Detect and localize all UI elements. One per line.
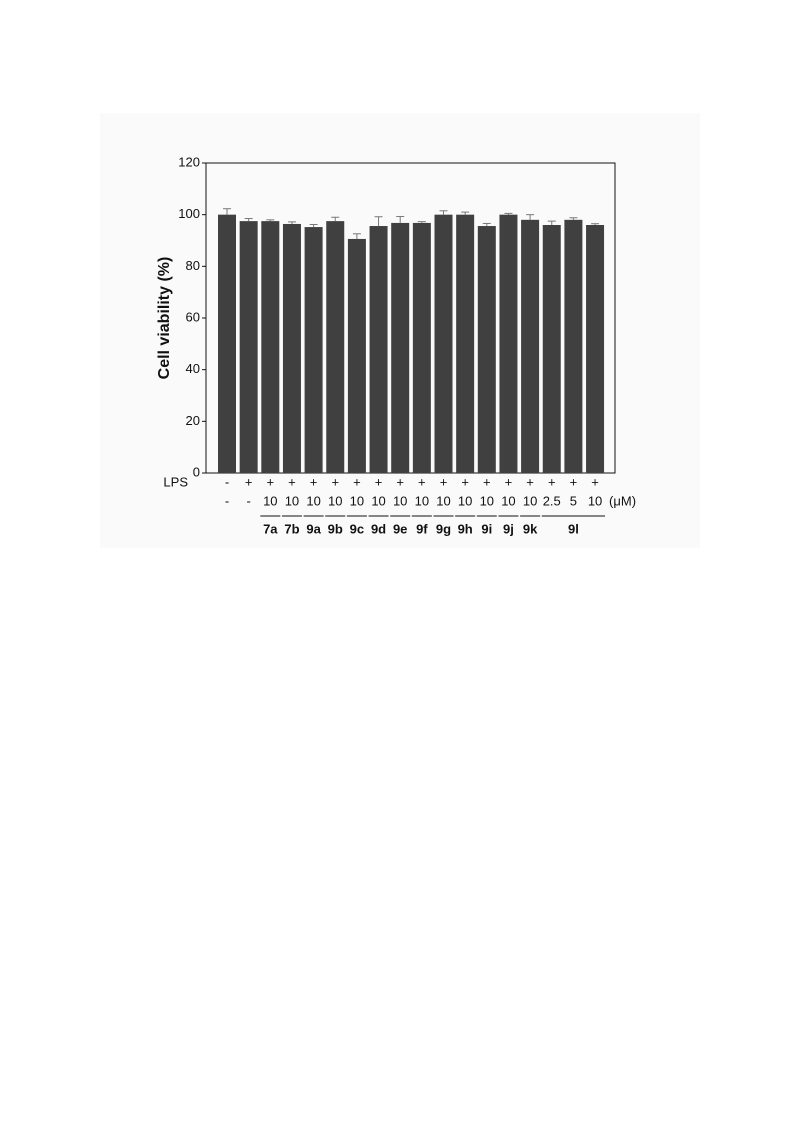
lps-label: +: [440, 474, 448, 489]
bar: [261, 221, 280, 473]
concentration-label: 10: [371, 493, 385, 508]
compound-label: 9e: [393, 521, 407, 536]
lps-label: +: [570, 474, 578, 489]
compound-label: 9l: [568, 521, 579, 536]
lps-label: +: [396, 474, 404, 489]
concentration-label: 10: [523, 493, 537, 508]
concentration-label: 10: [350, 493, 364, 508]
concentration-label: 10: [458, 493, 472, 508]
concentration-label: 10: [285, 493, 299, 508]
bar: [477, 226, 496, 473]
compound-label: 9k: [523, 521, 538, 536]
lps-label: +: [353, 474, 361, 489]
lps-row-label: LPS: [163, 474, 188, 489]
concentration-label: 10: [263, 493, 277, 508]
concentration-label: 10: [480, 493, 494, 508]
lps-label: +: [288, 474, 296, 489]
compound-label: 9i: [481, 521, 492, 536]
y-tick-label: 100: [178, 206, 200, 221]
bar: [542, 225, 561, 473]
bar: [239, 221, 258, 473]
concentration-label: 10: [306, 493, 320, 508]
bar: [304, 227, 323, 473]
bar: [499, 214, 518, 473]
concentration-label: 2.5: [543, 493, 561, 508]
compound-label: 9f: [416, 521, 428, 536]
y-axis-label: Cell viability (%): [156, 257, 173, 380]
concentration-label: 10: [328, 493, 342, 508]
y-tick-label: 120: [178, 154, 200, 169]
compound-label: 7a: [263, 521, 278, 536]
lps-label: +: [245, 474, 253, 489]
concentration-label: 10: [436, 493, 450, 508]
lps-label: +: [591, 474, 599, 489]
concentration-label: -: [246, 493, 250, 508]
bar: [434, 214, 453, 473]
compound-label: 9a: [306, 521, 321, 536]
concentration-label: 10: [501, 493, 515, 508]
concentration-label: 10: [393, 493, 407, 508]
lps-label: +: [310, 474, 318, 489]
bar: [218, 214, 236, 473]
bar: [586, 225, 605, 473]
compound-label: 9c: [350, 521, 364, 536]
lps-label: -: [225, 474, 229, 489]
compound-label: 9j: [503, 521, 514, 536]
bar: [412, 222, 431, 473]
concentration-label: 10: [588, 493, 602, 508]
lps-label: +: [267, 474, 275, 489]
bar: [282, 223, 301, 473]
lps-label: +: [331, 474, 339, 489]
bar: [326, 221, 345, 473]
compound-label: 9h: [458, 521, 473, 536]
bar: [369, 226, 388, 473]
compound-label: 9g: [436, 521, 451, 536]
lps-label: +: [375, 474, 383, 489]
concentration-label: 10: [415, 493, 429, 508]
lps-label: +: [505, 474, 513, 489]
lps-label: +: [483, 474, 491, 489]
y-tick-label: 80: [186, 258, 200, 273]
bar: [391, 222, 410, 473]
y-tick-label: 0: [193, 464, 200, 479]
concentration-label: 5: [570, 493, 577, 508]
lps-label: +: [548, 474, 556, 489]
compound-label: 7b: [284, 521, 299, 536]
compound-label: 9d: [371, 521, 386, 536]
y-tick-label: 60: [186, 309, 200, 324]
bar: [347, 238, 366, 473]
bar: [521, 219, 540, 473]
lps-label: +: [418, 474, 426, 489]
bar: [456, 214, 475, 473]
compound-label: 9b: [328, 521, 343, 536]
y-tick-label: 40: [186, 361, 200, 376]
concentration-unit: (μM): [609, 493, 636, 508]
bar: [564, 219, 583, 473]
lps-label: +: [526, 474, 534, 489]
y-tick-label: 20: [186, 413, 200, 428]
lps-label: +: [461, 474, 469, 489]
concentration-label: -: [225, 493, 229, 508]
